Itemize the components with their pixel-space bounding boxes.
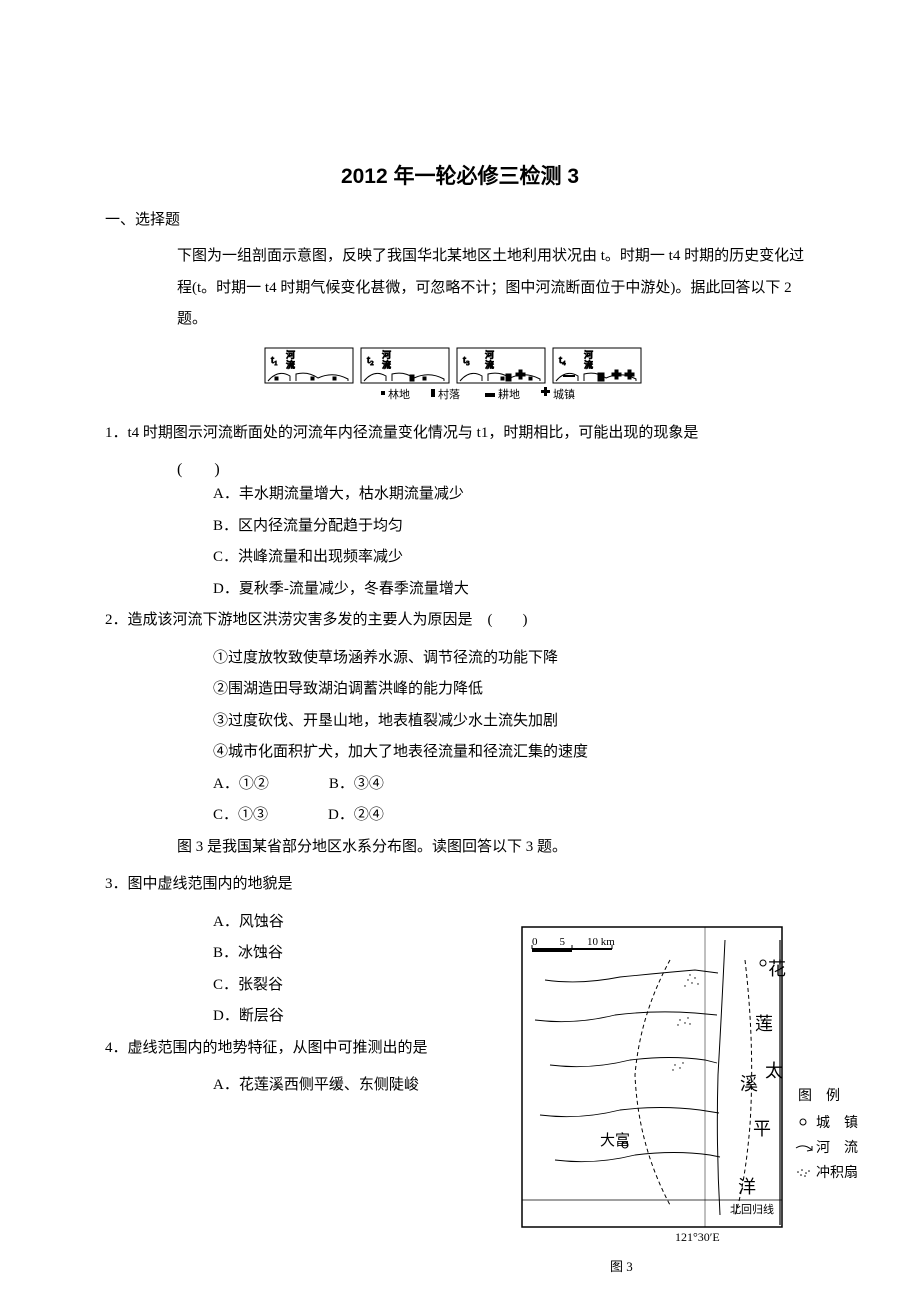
svg-text:流: 流	[382, 359, 391, 370]
map-sea-ping: 平	[753, 1119, 771, 1139]
intro-paragraph-1: 下图为一组剖面示意图，反映了我国华北某地区土地利用状况由 t。时期一 t4 时期…	[105, 241, 815, 336]
map-longitude: 121°30′E	[675, 1230, 720, 1244]
q4-text: 虚线范围内的地势特征，从图中可推测出的是	[128, 1040, 428, 1056]
q2-s3: ③过度砍伐、开垦山地，地表植裂减少水土流失加剧	[213, 706, 815, 738]
q1-num: 1．	[105, 425, 128, 441]
svg-text:t₄: t₄	[559, 354, 566, 366]
q2-option-a: A．①②	[213, 769, 269, 801]
q1-blank: ( )	[105, 455, 815, 479]
q1-option-a: A．丰水期流量增大，枯水期流量减少	[213, 479, 815, 511]
map-tropic: 北回归线	[730, 1202, 774, 1216]
svg-text:流: 流	[286, 359, 295, 370]
map-label-xi: 溪	[740, 1074, 758, 1094]
map-sea-tai: 太	[765, 1061, 783, 1081]
map-sea-yang: 洋	[738, 1177, 756, 1197]
question-1: 1．t4 时期图示河流断面处的河流年内径流量变化情况与 t1，时期相比，可能出现…	[105, 418, 815, 450]
q2-text: 造成该河流下游地区洪涝灾害多发的主要人为原因是 ( )	[128, 612, 528, 628]
map-caption: 图 3	[610, 1256, 633, 1275]
legend-town: 城 镇	[816, 1115, 858, 1131]
svg-text:流: 流	[584, 359, 593, 370]
svg-text:河: 河	[584, 349, 593, 360]
legend-title: 图 例	[798, 1088, 840, 1104]
q1-text: t4 时期图示河流断面处的河流年内径流量变化情况与 t1，时期相比，可能出现的现…	[128, 425, 699, 441]
panel-t1-label: t₁	[271, 354, 278, 366]
q2-s1: ①过度放牧致使草场涵养水源、调节径流的功能下降	[213, 643, 815, 675]
svg-text:河: 河	[382, 349, 391, 360]
q2-s4: ④城市化面积扩犬，加大了地表径流量和径流汇集的速度	[213, 737, 815, 769]
q1-options: A．丰水期流量增大，枯水期流量减少 B．区内径流量分配趋于均匀 C．洪峰流量和出…	[105, 479, 815, 605]
map-label-dafu: 大富	[600, 1131, 630, 1149]
svg-text:t₂: t₂	[367, 354, 374, 366]
svg-text:村落: 村落	[438, 387, 460, 401]
map-scale: 0 5 10 km	[532, 936, 615, 948]
q2-option-b: B．③④	[329, 769, 384, 801]
svg-text:流: 流	[485, 359, 494, 370]
q2-statements: ①过度放牧致使草场涵养水源、调节径流的功能下降 ②围湖造田导致湖泊调蓄洪峰的能力…	[105, 643, 815, 769]
q2-options-row2: C．①③ D．②④	[105, 800, 815, 832]
svg-text:林地: 林地	[388, 387, 410, 401]
section-heading: 一、选择题	[105, 208, 815, 229]
question-2: 2．造成该河流下游地区洪涝灾害多发的主要人为原因是 ( )	[105, 605, 815, 637]
svg-text:城镇: 城镇	[553, 387, 575, 401]
cross-section-diagram: t₁ 河 流 t₂ 河 流 t₃ 河 流 t₄ 河 流	[263, 346, 658, 404]
q2-options-row1: A．①② B．③④	[105, 769, 815, 801]
svg-text:t₃: t₃	[463, 354, 470, 366]
map-label-hua: 花	[768, 959, 786, 979]
page-title: 2012 年一轮必修三检测 3	[105, 160, 815, 190]
q2-option-d: D．②④	[328, 800, 384, 832]
svg-text:河: 河	[485, 349, 494, 360]
legend-river: 河 流	[816, 1140, 858, 1156]
legend-fan: 冲积扇	[816, 1165, 858, 1181]
q1-option-b: B．区内径流量分配趋于均匀	[213, 511, 815, 543]
q2-option-c: C．①③	[213, 800, 268, 832]
q1-option-d: D．夏秋季-流量减少，冬春季流量增大	[213, 574, 815, 606]
map-figure: 0 5 10 km 花 莲 溪 大富 太 平	[520, 925, 890, 1255]
intro-paragraph-2: 图 3 是我国某省部分地区水系分布图。读图回答以下 3 题。	[105, 832, 815, 864]
q1-option-c: C．洪峰流量和出现频率减少	[213, 542, 815, 574]
q2-s2: ②围湖造田导致湖泊调蓄洪峰的能力降低	[213, 674, 815, 706]
q3-text: 图中虚线范围内的地貌是	[128, 876, 293, 892]
map-label-lian: 莲	[755, 1014, 773, 1034]
q2-num: 2．	[105, 612, 128, 628]
svg-text:河: 河	[286, 349, 295, 360]
svg-text:耕地: 耕地	[498, 387, 520, 401]
q3-num: 3．	[105, 876, 128, 892]
question-3: 3．图中虚线范围内的地貌是	[105, 869, 815, 901]
q4-num: 4．	[105, 1040, 128, 1056]
